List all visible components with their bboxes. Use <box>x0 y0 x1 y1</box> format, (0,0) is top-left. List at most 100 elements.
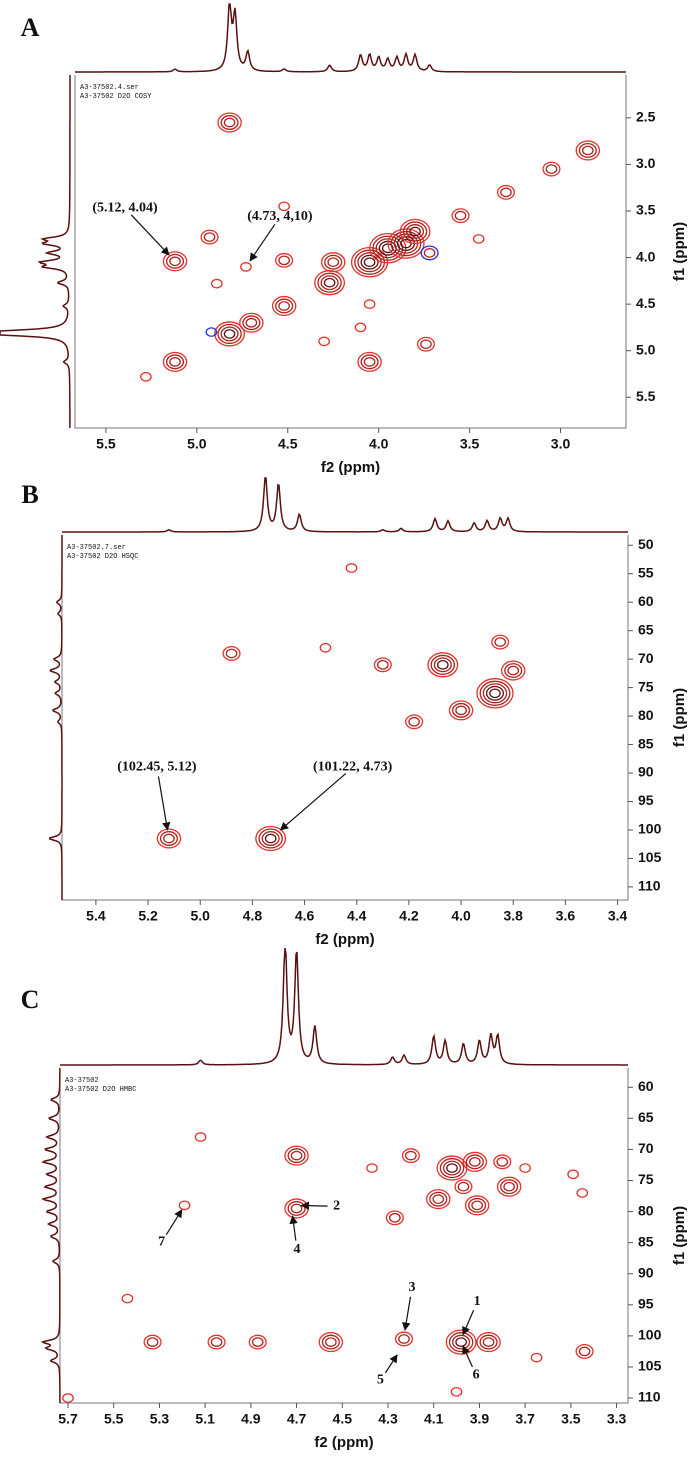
annotation-arrow <box>249 223 276 262</box>
contour-ring <box>223 117 236 128</box>
y-axis-label: f1 (ppm) <box>671 688 688 747</box>
contour-ring <box>360 354 379 370</box>
contour-ring <box>432 1194 445 1204</box>
contour-ring <box>225 648 238 659</box>
annotation-arrow <box>462 1345 473 1368</box>
contour-ring <box>169 256 181 267</box>
contour-ring <box>452 1334 471 1350</box>
contour-ring <box>240 262 252 272</box>
contour-ring <box>278 255 290 266</box>
y-tick-label: 4.0 <box>636 248 656 264</box>
x-tick-label: 4.4 <box>347 908 367 924</box>
y-tick-label: 100 <box>638 1327 662 1343</box>
contour-ring <box>143 1334 162 1350</box>
panel-label: B <box>21 480 38 509</box>
header-text: A3-37502 D2O COSY <box>80 93 152 101</box>
y-tick-label: 80 <box>638 707 654 723</box>
y-tick-label: 60 <box>638 593 654 609</box>
annotation-arrow <box>157 776 171 831</box>
x-tick-label: 4.6 <box>295 908 315 924</box>
contour-ring <box>162 251 188 272</box>
contour-ring <box>255 825 287 852</box>
x-axis-label: f2 (ppm) <box>321 459 380 476</box>
panel-label: A <box>21 13 40 42</box>
contour-ring <box>363 257 376 268</box>
annotation-arrow <box>462 1310 475 1336</box>
contour-ring <box>251 1337 264 1347</box>
contour-ring <box>207 1334 226 1350</box>
x-tick-label: 4.8 <box>243 908 263 924</box>
x-tick-label: 3.8 <box>504 908 524 924</box>
y-tick-label: 2.5 <box>636 109 656 125</box>
x-tick-label: 5.0 <box>191 908 211 924</box>
contour-ring <box>165 354 185 370</box>
contour-ring <box>320 275 339 291</box>
contour-ring <box>519 1163 531 1173</box>
x-tick-label: 5.7 <box>58 1411 78 1427</box>
x-tick-label: 5.5 <box>104 1411 124 1427</box>
contour-ring <box>357 351 382 372</box>
x-tick-label: 4.7 <box>287 1411 307 1427</box>
contour-ring <box>159 831 178 846</box>
annotation-arrow <box>300 1201 328 1210</box>
contour-ring <box>409 226 421 237</box>
contour-ring <box>405 1150 417 1161</box>
y-tick-label: 110 <box>638 878 661 894</box>
contour-ring <box>503 1181 515 1192</box>
annotation-label: (5.12, 4.04) <box>92 200 158 215</box>
contour-ring <box>494 637 507 647</box>
contour-ring <box>345 563 358 573</box>
header-text: A3-37502 <box>65 1077 99 1085</box>
contour-ring <box>436 1155 468 1181</box>
x-tick-label: 3.5 <box>460 436 480 452</box>
contour-ring <box>162 351 188 372</box>
x-tick-label: 4.0 <box>369 436 389 452</box>
header-text: A3-37502 D2O HMBC <box>65 1086 136 1094</box>
contour-ring <box>476 678 514 709</box>
contour-ring <box>217 323 242 344</box>
contour-ring <box>454 1179 473 1195</box>
y-tick-label: 55 <box>638 564 654 580</box>
contour-ring <box>320 252 346 273</box>
contour-ring <box>399 218 431 245</box>
contour-ring <box>436 659 449 670</box>
contour-ring <box>325 1337 337 1347</box>
contour-ring <box>373 657 392 673</box>
contour-ring <box>450 1386 463 1397</box>
contour-ring <box>452 702 471 718</box>
contour-ring <box>178 1200 191 1211</box>
y-tick-label: 100 <box>638 821 662 837</box>
annotation-label: (101.22, 4.73) <box>313 760 393 775</box>
x-axis-label: f2 (ppm) <box>314 1434 373 1451</box>
contour-ring <box>390 230 422 257</box>
contour-ring <box>363 357 376 367</box>
contour-ring <box>430 654 456 675</box>
contour-ring <box>493 1154 512 1170</box>
contour-ring <box>427 652 459 678</box>
contour-ring <box>363 299 376 309</box>
x-tick-label: 3.0 <box>551 436 571 452</box>
x-tick-label: 5.2 <box>138 908 158 924</box>
contour-ring <box>575 140 601 161</box>
annotation-arrow <box>289 1215 298 1241</box>
f2-projection <box>60 947 628 1066</box>
y-tick-label: 65 <box>638 621 654 637</box>
x-axis-label: f2 (ppm) <box>315 931 374 948</box>
contour-ring <box>542 161 561 177</box>
annotation-label: (4.73, 4,10) <box>247 209 313 224</box>
contour-ring <box>420 245 439 261</box>
y-axis-label: f1 (ppm) <box>671 222 688 281</box>
y-tick-label: 110 <box>638 1389 661 1405</box>
contour-ring <box>389 1212 401 1223</box>
y-tick-label: 5.5 <box>636 388 656 404</box>
contour-ring <box>290 1150 303 1161</box>
contour-ring <box>210 278 223 289</box>
contour-ring <box>405 714 424 730</box>
x-tick-label: 4.5 <box>278 436 298 452</box>
x-tick-label: 3.5 <box>561 1411 581 1427</box>
contour-ring <box>500 1179 519 1195</box>
contour-ring <box>402 221 428 242</box>
x-tick-label: 3.4 <box>608 908 628 924</box>
contour-ring <box>239 312 264 333</box>
contour-ring <box>439 1158 465 1179</box>
